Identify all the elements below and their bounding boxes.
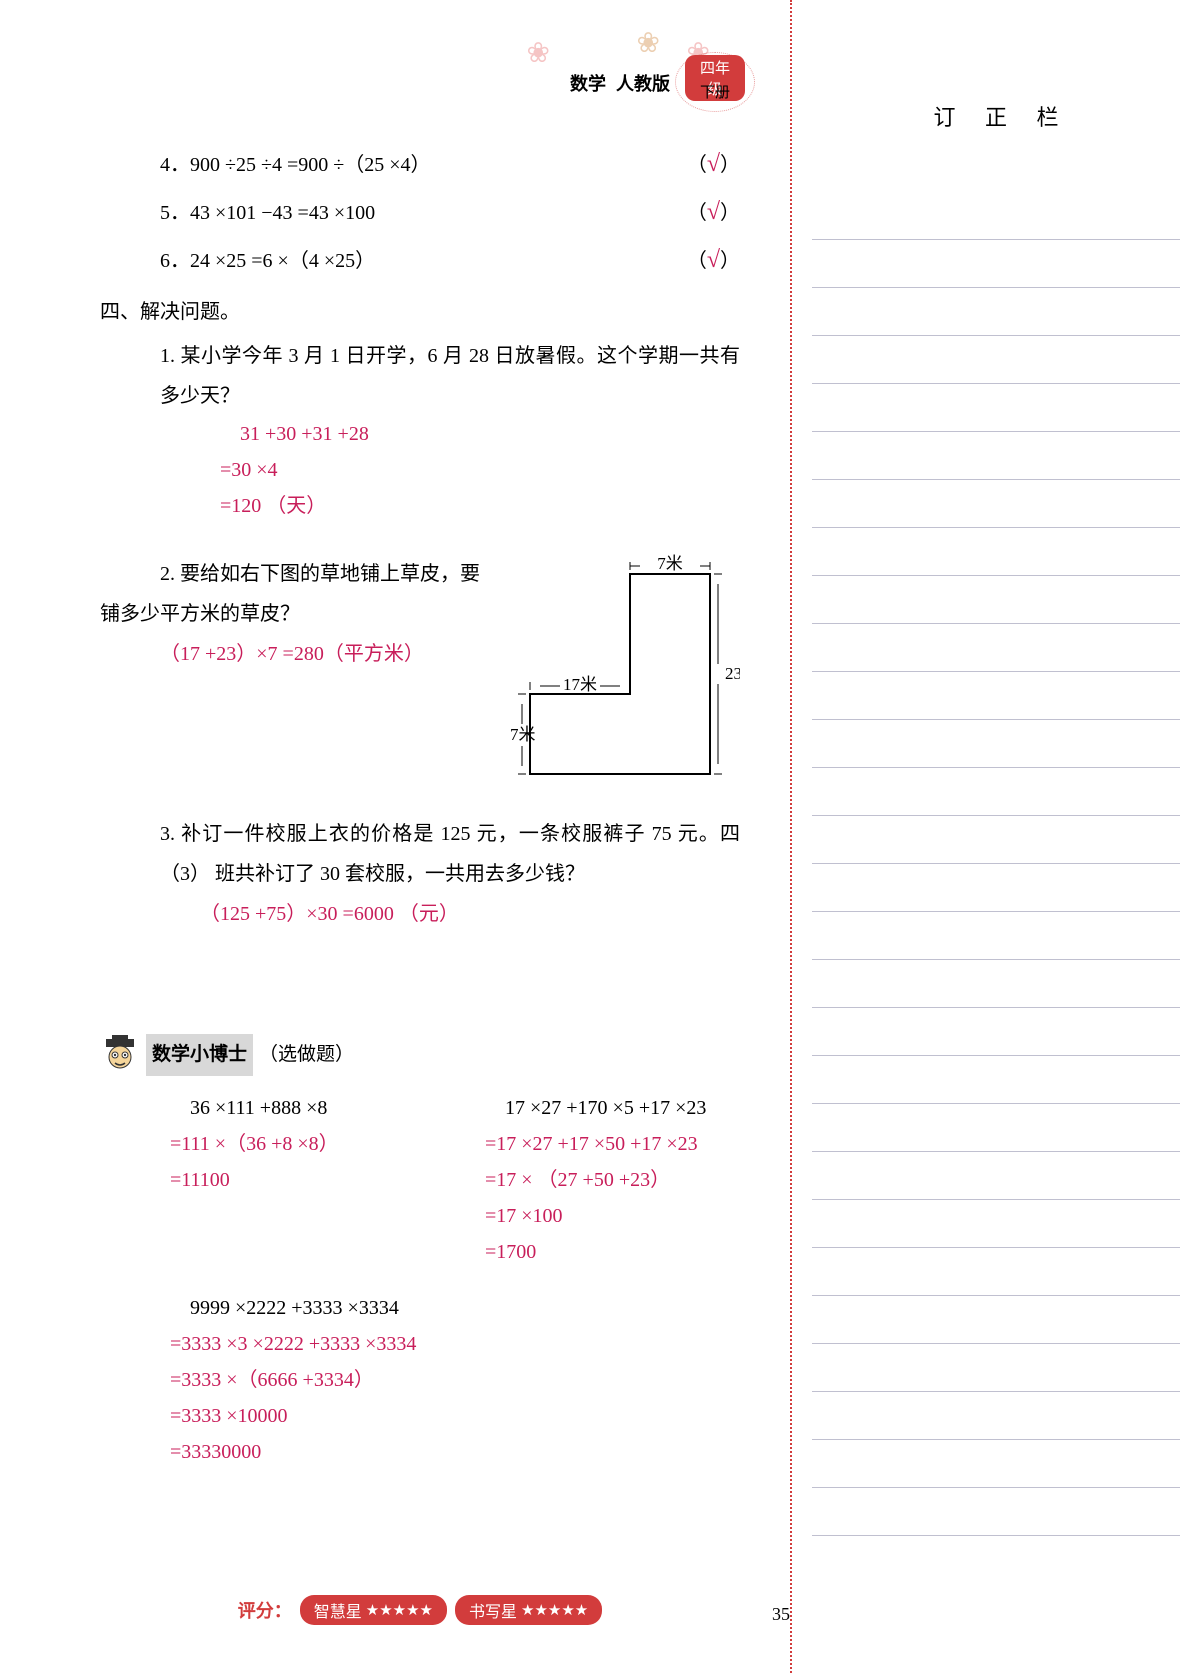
item-answer: （√） [687, 236, 740, 284]
wisdom-pill: 智慧星 ★★★★★ [300, 1595, 447, 1625]
question-1: 1. 某小学今年 3 月 1 日开学，6 月 28 日放暑假。这个学期一共有多少… [100, 336, 740, 416]
bonus-header: 数学小博士 （选做题） [100, 1034, 740, 1076]
calc-answer-line: =17 ×27 +17 ×50 +17 ×23 [485, 1126, 740, 1162]
calc-question: 9999 ×2222 +3333 ×3334 [170, 1290, 740, 1326]
grade-bottom: 下册 [680, 81, 750, 102]
true-false-item: 4．900 ÷25 ÷4 =900 ÷（25 ×4） （√） [100, 140, 740, 188]
calc-3: 9999 ×2222 +3333 ×3334 =3333 ×3 ×2222 +3… [100, 1290, 740, 1470]
score-label: 评分： [238, 1597, 292, 1623]
question-2-block: 2. 要给如右下图的草地铺上草皮，要 铺多少平方米的草皮？ （17 +23）×7… [100, 554, 740, 794]
answer-1-line: 31 +30 +31 +28 [100, 416, 740, 452]
doctor-icon [100, 1035, 140, 1075]
main-content: 4．900 ÷25 ÷4 =900 ÷（25 ×4） （√） 5．43 ×101… [100, 140, 740, 1470]
dim-label: 23米 [725, 664, 740, 683]
calc-question: 36 ×111 +888 ×8 [170, 1090, 425, 1126]
calc-answer-line: =11100 [170, 1162, 425, 1198]
calc-answer-line: =1700 [485, 1234, 740, 1270]
true-false-item: 5．43 ×101 −43 =43 ×100 （√） [100, 188, 740, 236]
answer-1-line: =120 （天） [100, 488, 740, 524]
sidebar-lines [792, 192, 1200, 1536]
item-text: 5．43 ×101 −43 =43 ×100 [160, 193, 375, 233]
answer-1-line: =30 ×4 [100, 452, 740, 488]
calc-1: 36 ×111 +888 ×8 =111 ×（36 +8 ×8） =11100 [170, 1090, 425, 1270]
calc-2: 17 ×27 +170 ×5 +17 ×23 =17 ×27 +17 ×50 +… [485, 1090, 740, 1270]
subject-label: 数学 [570, 70, 606, 96]
dim-label: 7米 [510, 725, 536, 744]
section-title: 四、解决问题。 [100, 292, 740, 332]
question-3: 3. 补订一件校服上衣的价格是 125 元，一条校服裤子 75 元。四（3） 班… [100, 814, 740, 894]
calc-answer-line: =17 × （27 +50 +23） [485, 1162, 740, 1198]
question-2-text: 2. 要给如右下图的草地铺上草皮，要 [100, 554, 480, 594]
l-shape-diagram: 7米 17米 23米 7米 [510, 554, 740, 794]
calc-answer-line: =17 ×100 [485, 1198, 740, 1234]
dim-label: 17米 [563, 675, 597, 694]
true-false-item: 6．24 ×25 =6 ×（4 ×25） （√） [100, 236, 740, 284]
bonus-section: 数学小博士 （选做题） 36 ×111 +888 ×8 =111 ×（36 +8… [100, 1034, 740, 1470]
writing-pill: 书写星 ★★★★★ [455, 1595, 602, 1625]
calc-answer-line: =3333 ×（6666 +3334） [170, 1362, 740, 1398]
answer-2: （17 +23）×7 =280（平方米） [100, 634, 480, 674]
page-number: 35 [772, 1604, 790, 1625]
dim-label: 7米 [657, 554, 683, 573]
leaf-decoration: ❀ [527, 36, 550, 70]
sidebar-title: 订 正 栏 [792, 100, 1200, 132]
question-2-text: 铺多少平方米的草皮？ [100, 594, 480, 634]
item-answer: （√） [687, 140, 740, 188]
bonus-title: 数学小博士 [146, 1034, 253, 1076]
calc-answer-line: =33330000 [170, 1434, 740, 1470]
calc-answer-line: =3333 ×3 ×2222 +3333 ×3334 [170, 1326, 740, 1362]
grade-badge: 四年级 下册 [680, 55, 750, 110]
calc-answer-line: =111 ×（36 +8 ×8） [170, 1126, 425, 1162]
page-content: ❀ ❀ ❀ 数学 人教版 四年级 下册 4．900 ÷25 ÷4 =900 ÷（… [0, 0, 780, 1673]
bonus-subtitle: （选做题） [259, 1036, 354, 1074]
answer-3: （125 +75）×30 =6000 （元） [100, 894, 740, 934]
calc-answer-line: =3333 ×10000 [170, 1398, 740, 1434]
calc-question: 17 ×27 +170 ×5 +17 ×23 [485, 1090, 740, 1126]
item-text: 4．900 ÷25 ÷4 =900 ÷（25 ×4） [160, 145, 431, 185]
edition-label: 人教版 [616, 70, 670, 96]
item-answer: （√） [687, 188, 740, 236]
calc-row: 36 ×111 +888 ×8 =111 ×（36 +8 ×8） =11100 … [100, 1090, 740, 1270]
item-text: 6．24 ×25 =6 ×（4 ×25） [160, 241, 375, 281]
correction-sidebar: 订 正 栏 [790, 0, 1200, 1673]
page-footer: 评分： 智慧星 ★★★★★ 书写星 ★★★★★ [100, 1595, 740, 1625]
page-header: 数学 人教版 四年级 下册 [570, 55, 750, 110]
